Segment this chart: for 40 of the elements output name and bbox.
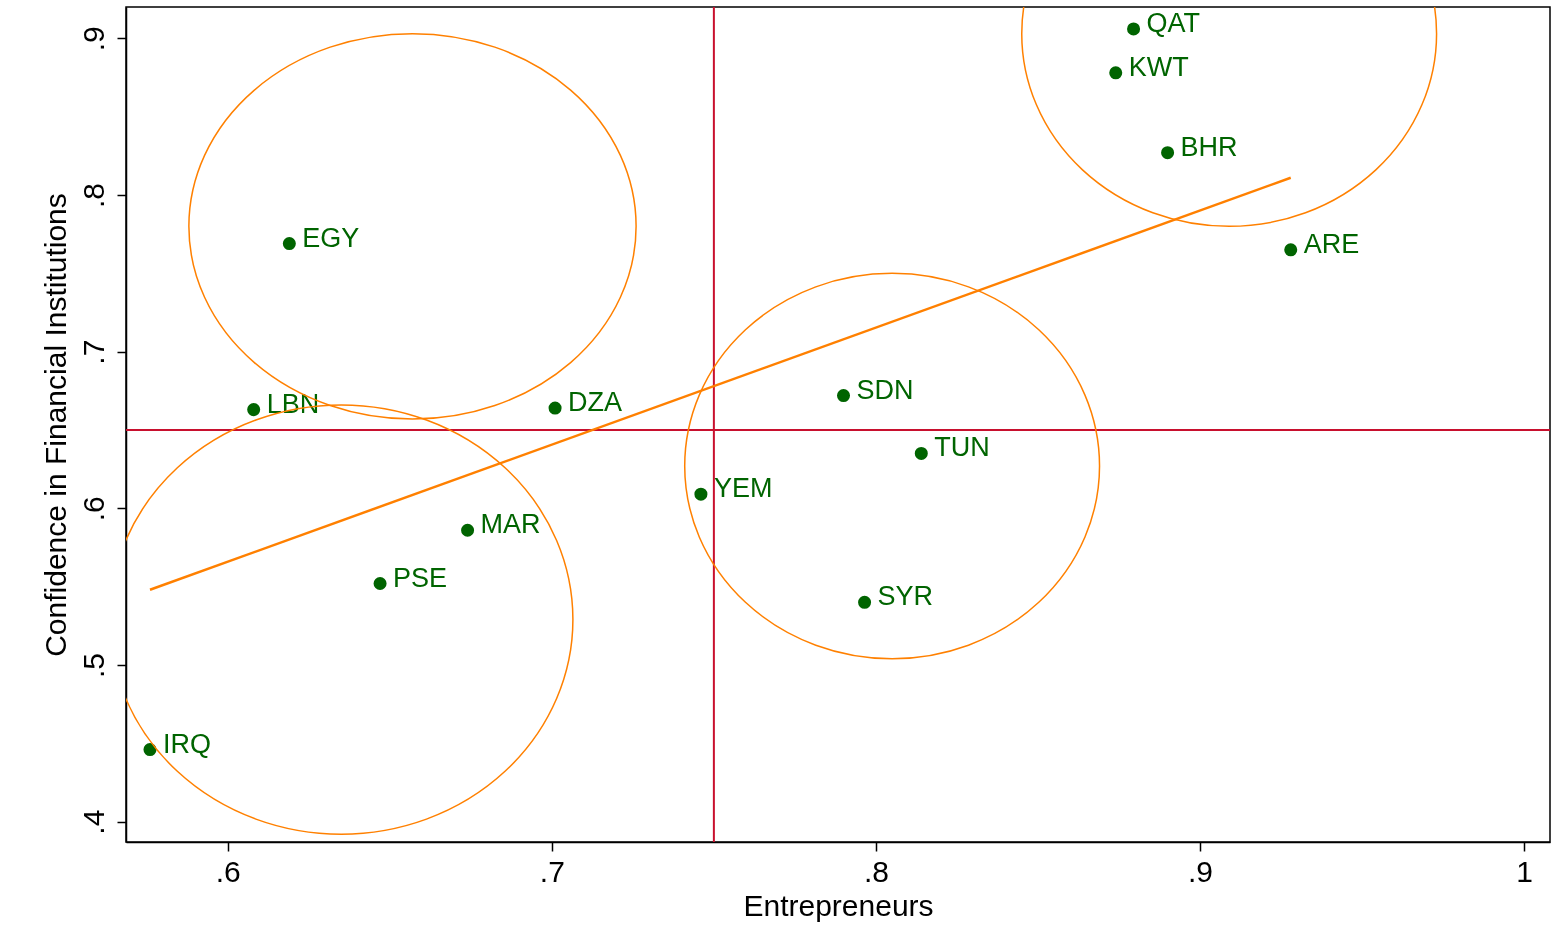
point [282, 237, 296, 251]
annotation: DZA [568, 387, 623, 418]
point [694, 487, 708, 501]
point [1109, 66, 1123, 80]
x-tick-label: .8 [863, 854, 889, 888]
point [1127, 22, 1141, 36]
annotation: YEM [713, 473, 773, 504]
annotation: QAT [1146, 7, 1201, 38]
point [1161, 146, 1175, 160]
annotation: MAR [480, 509, 541, 540]
point [247, 403, 261, 417]
annotation: KWT [1128, 51, 1189, 82]
y-tick-label: .9 [76, 26, 110, 52]
annotation: SDN [856, 374, 914, 405]
x-tick-label: .9 [1187, 854, 1214, 888]
y-tick-label: .5 [76, 652, 110, 678]
point [858, 595, 872, 609]
x-axis-title: Entrepreneurs [743, 888, 934, 922]
annotation: TUN [934, 432, 990, 463]
point [373, 577, 387, 591]
point [1284, 243, 1298, 257]
x-tick-label: 1 [1516, 854, 1533, 888]
point [914, 446, 928, 460]
y-tick-label: .8 [76, 182, 110, 209]
annotation: PSE [393, 562, 448, 593]
x-tick-label: .7 [539, 854, 565, 888]
x-tick-label: .6 [215, 854, 241, 888]
point [548, 401, 562, 415]
annotation: IRQ [162, 728, 211, 759]
annotation: EGY [302, 222, 360, 253]
annotation: ARE [1303, 228, 1360, 259]
point [461, 523, 475, 537]
annotation: BHR [1180, 131, 1238, 162]
point [836, 389, 851, 403]
point [143, 743, 157, 757]
y-tick-label: .6 [76, 496, 110, 522]
y-tick-label: .4 [76, 809, 110, 835]
annotation: SYR [877, 581, 934, 612]
y-tick-label: .7 [76, 339, 110, 365]
y-axis-title: Confidence in Financial Institutions [38, 193, 72, 657]
